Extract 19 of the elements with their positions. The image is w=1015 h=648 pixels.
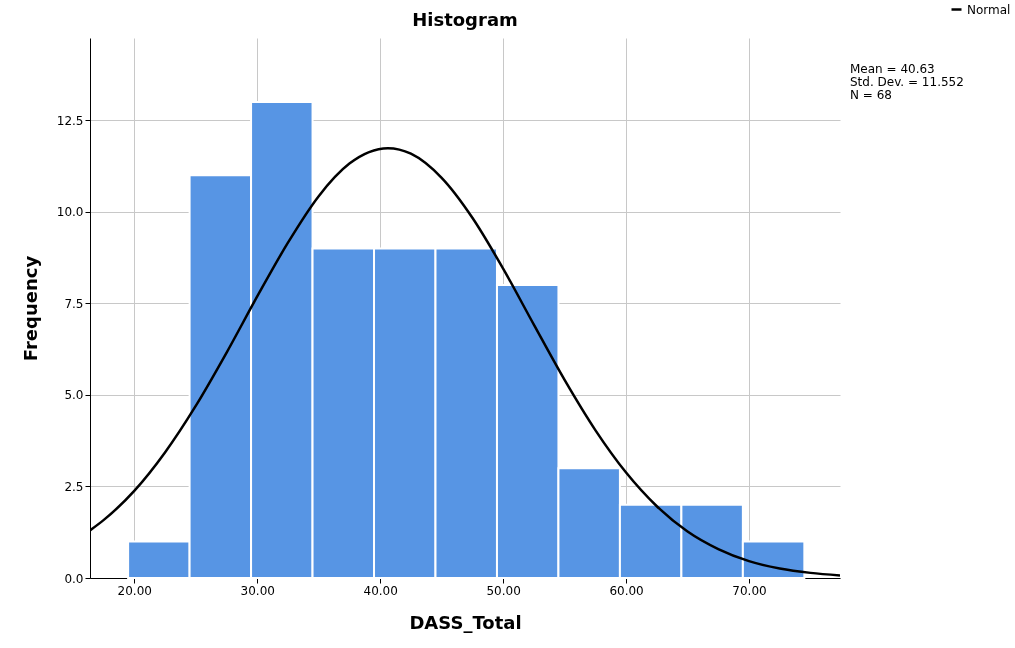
text: Std. Dev. = 11.552: [850, 75, 964, 89]
x-tick-label: 70.00: [732, 583, 767, 598]
y-tick-label: 0.0: [64, 571, 84, 586]
x-axis-title: DASS_Total: [409, 611, 522, 633]
y-axis-title: Frequency: [19, 255, 41, 362]
y-tick-label: 2.5: [64, 479, 84, 494]
y-tick-label: 5.0: [64, 388, 84, 403]
x-tick-label: 40.00: [363, 583, 398, 598]
x-tick-label: 20.00: [117, 583, 152, 598]
x-tick-label: 50.00: [486, 583, 521, 598]
legend-label: Normal: [967, 2, 1011, 17]
y-tick-label: 10.0: [56, 205, 84, 220]
x-tick-label: 30.00: [240, 583, 275, 598]
y-tick-label: 12.5: [56, 113, 84, 128]
text: Mean = 40.63: [850, 62, 935, 76]
chart-title: Histogram: [412, 9, 518, 30]
x-tick-label: 60.00: [609, 583, 644, 598]
y-tick-label: 7.5: [64, 296, 84, 311]
text: N = 68: [850, 88, 892, 102]
